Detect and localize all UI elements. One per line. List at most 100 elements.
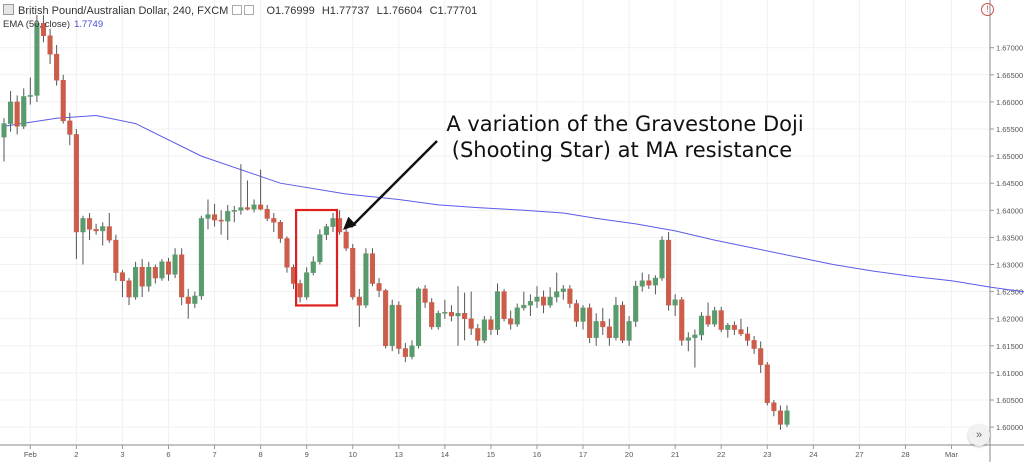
symbol-label[interactable]: British Pound/Australian Dollar, 240, FX… bbox=[18, 5, 229, 17]
bullish-candle bbox=[146, 266, 152, 287]
time-tick-label: 14 bbox=[441, 450, 449, 459]
bearish-candle bbox=[751, 340, 757, 349]
time-tick-label: 27 bbox=[855, 450, 863, 459]
bullish-candle bbox=[8, 101, 14, 124]
low-value: L1.76604 bbox=[376, 5, 423, 17]
bearish-candle bbox=[383, 290, 389, 347]
settings-box-icon[interactable] bbox=[232, 5, 243, 15]
bullish-candle bbox=[415, 288, 422, 347]
bearish-candle bbox=[501, 291, 507, 319]
ema-label[interactable]: EMA (50, close) bbox=[3, 19, 71, 30]
annotation-arrow bbox=[350, 140, 438, 228]
bearish-candle bbox=[356, 296, 362, 306]
bearish-candle bbox=[764, 364, 770, 403]
price-tick-label: 1.62000 bbox=[996, 315, 1023, 324]
close-value: C1.77701 bbox=[429, 5, 478, 17]
bearish-candle bbox=[422, 288, 428, 303]
bearish-candle bbox=[40, 23, 47, 37]
symbol-icon[interactable] bbox=[3, 4, 14, 15]
price-tick-label: 1.61000 bbox=[996, 369, 1023, 378]
bearish-candle bbox=[93, 229, 99, 232]
bullish-candle bbox=[409, 345, 415, 357]
bullish-candle bbox=[159, 261, 165, 279]
bullish-candle bbox=[205, 214, 211, 219]
time-tick-label: 7 bbox=[212, 450, 216, 459]
bearish-candle bbox=[731, 324, 737, 330]
bullish-candle bbox=[554, 291, 560, 298]
bearish-candle bbox=[218, 219, 224, 222]
bearish-candle bbox=[541, 296, 547, 306]
alert-icon[interactable]: ! bbox=[981, 3, 994, 16]
bullish-candle bbox=[659, 239, 665, 279]
symbol-row: British Pound/Australian Dollar, 240, FX… bbox=[3, 4, 481, 17]
bullish-candle bbox=[784, 410, 790, 425]
bullish-candle bbox=[310, 261, 316, 273]
price-tick-label: 1.66000 bbox=[996, 98, 1023, 107]
price-tick-label: 1.67000 bbox=[996, 44, 1023, 53]
bullish-candle bbox=[547, 296, 553, 306]
price-tick-label: 1.65000 bbox=[996, 152, 1023, 161]
time-tick-label: 2 bbox=[74, 450, 78, 459]
time-tick-label: 10 bbox=[349, 450, 357, 459]
time-tick-label: 13 bbox=[395, 450, 403, 459]
bearish-candle bbox=[73, 134, 79, 233]
time-tick-label: 8 bbox=[259, 450, 263, 459]
bearish-candle bbox=[376, 283, 382, 291]
bearish-candle bbox=[106, 226, 112, 241]
bullish-candle bbox=[34, 23, 40, 96]
ema-line bbox=[3, 114, 1024, 293]
bullish-candle bbox=[481, 319, 487, 341]
indicator-row: EMA (50, close) 1.7749 bbox=[3, 19, 103, 30]
bullish-candle bbox=[100, 226, 106, 232]
price-tick-label: 1.64500 bbox=[996, 179, 1023, 188]
bearish-candle bbox=[86, 218, 93, 230]
time-tick-label: 23 bbox=[763, 450, 771, 459]
bullish-candle bbox=[330, 218, 336, 227]
bullish-candle bbox=[1, 123, 7, 138]
price-tick-label: 1.60000 bbox=[996, 423, 1023, 432]
bearish-candle bbox=[14, 101, 20, 127]
price-tick-label: 1.60500 bbox=[996, 396, 1023, 405]
bearish-candle bbox=[60, 79, 66, 122]
bearish-candle bbox=[462, 313, 468, 319]
price-tick-label: 1.63500 bbox=[996, 233, 1023, 242]
bearish-candle bbox=[666, 239, 672, 306]
scroll-to-end-button[interactable]: » bbox=[968, 424, 990, 446]
time-tick-label: Mar bbox=[945, 450, 958, 459]
time-tick-label: 9 bbox=[305, 450, 309, 459]
high-value: H1.77737 bbox=[321, 5, 370, 17]
bearish-candle bbox=[619, 304, 626, 341]
bullish-candle bbox=[231, 210, 237, 212]
bearish-candle bbox=[152, 266, 158, 279]
time-tick-label: 22 bbox=[717, 450, 725, 459]
bearish-candle bbox=[179, 254, 185, 298]
price-tick-label: 1.63000 bbox=[996, 261, 1023, 270]
bearish-candle bbox=[567, 288, 573, 304]
price-tick-label: 1.64000 bbox=[996, 206, 1023, 215]
bearish-candle bbox=[165, 261, 172, 275]
bearish-candle bbox=[468, 318, 474, 329]
bearish-candle bbox=[744, 333, 751, 341]
bearish-candle bbox=[508, 318, 514, 325]
bearish-candle bbox=[758, 348, 764, 366]
bullish-candle bbox=[593, 321, 599, 338]
bearish-candle bbox=[573, 303, 580, 322]
bullish-candle bbox=[172, 254, 178, 275]
bullish-candle bbox=[692, 334, 698, 338]
bearish-candle bbox=[126, 280, 132, 298]
bearish-candle bbox=[429, 302, 435, 328]
hide-box-icon[interactable] bbox=[244, 5, 255, 15]
bullish-candle bbox=[712, 310, 718, 325]
bearish-candle bbox=[705, 315, 711, 325]
ohlc-values: O1.76999 H1.77737 L1.76604 C1.77701 bbox=[266, 5, 481, 17]
bearish-candle bbox=[600, 321, 606, 328]
bearish-candle bbox=[54, 53, 60, 81]
time-tick-label: 20 bbox=[625, 450, 633, 459]
annotation-line-2: (Shooting Star) at MA resistance bbox=[452, 138, 792, 162]
time-tick-label: 15 bbox=[487, 450, 495, 459]
ema-value: 1.7749 bbox=[74, 19, 104, 30]
price-tick-label: 1.66500 bbox=[996, 71, 1023, 80]
bearish-candle bbox=[113, 239, 119, 273]
